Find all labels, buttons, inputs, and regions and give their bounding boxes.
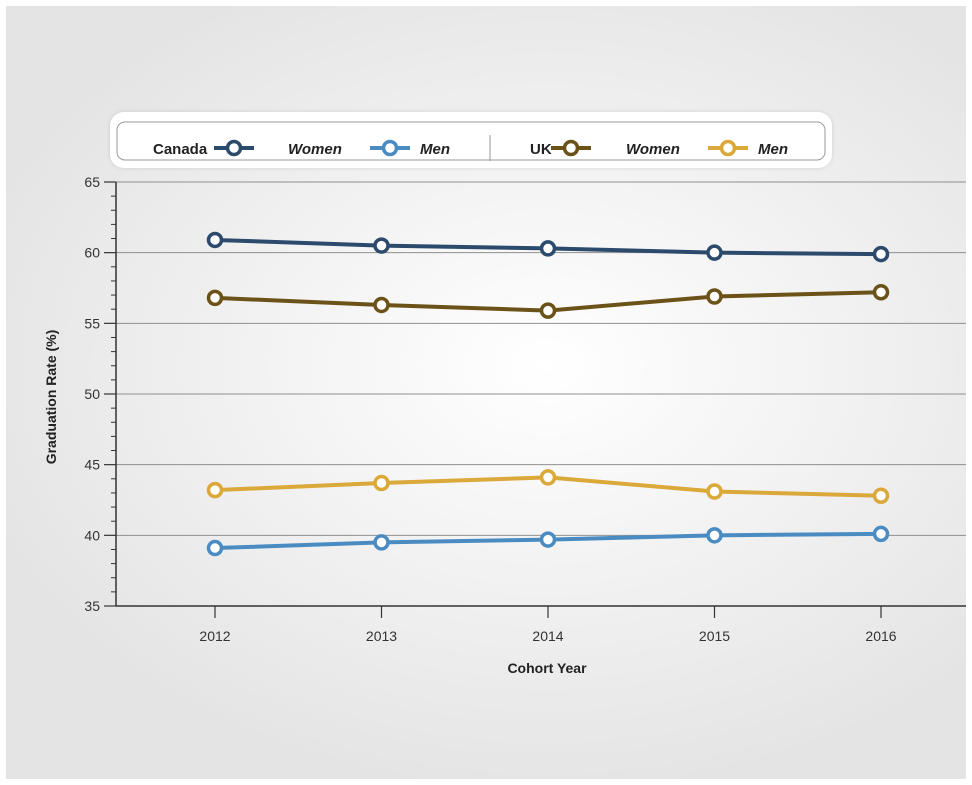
x-axis-ticks: 2012 2013 2014 2015 2016 — [199, 606, 897, 644]
data-point — [539, 240, 557, 257]
data-point — [872, 245, 890, 263]
gridlines — [116, 181, 966, 536]
data-point — [872, 283, 890, 301]
y-tick-label: 45 — [84, 457, 100, 473]
legend-series-label: Men — [758, 141, 788, 158]
legend-series-label: Men — [420, 141, 450, 158]
data-point — [206, 289, 224, 307]
legend-group-label: UK — [530, 141, 552, 158]
y-tick-label: 35 — [84, 598, 100, 614]
data-point — [373, 296, 390, 314]
legend-series-label: Women — [626, 141, 680, 158]
y-tick-label: 60 — [84, 245, 100, 261]
data-point — [539, 531, 557, 548]
data-point — [373, 474, 390, 492]
y-axis-title: Graduation Rate (%) — [43, 330, 59, 465]
legend-swatch-marker — [381, 139, 399, 157]
y-tick-label: 50 — [84, 386, 100, 402]
x-tick-label: 2012 — [199, 628, 230, 644]
legend-items: Canada Women Men UK Women Men — [153, 135, 788, 161]
data-point — [706, 483, 723, 500]
y-axis-ticks: 35 40 45 50 55 60 65 — [84, 174, 116, 614]
series-uk-men — [206, 469, 890, 505]
x-tick-label: 2016 — [865, 628, 896, 644]
data-point — [373, 237, 390, 254]
data-point — [206, 481, 224, 499]
y-tick-label: 65 — [84, 174, 100, 190]
data-point — [706, 288, 723, 305]
series-lines — [206, 231, 890, 557]
series-canada-men — [206, 525, 890, 557]
chart-card: Canada Women Men UK Women Men 35 40 45 50 55 60 65 … — [6, 6, 966, 779]
data-point — [539, 302, 557, 319]
y-tick-label: 40 — [84, 527, 100, 543]
series-uk-women — [206, 283, 890, 319]
y-tick-label: 55 — [84, 315, 100, 331]
legend-swatch-marker — [562, 139, 580, 157]
legend: Canada Women Men UK Women Men — [110, 112, 832, 168]
legend-group-label: Canada — [153, 141, 208, 158]
legend-inner-box — [116, 121, 826, 161]
data-point — [373, 534, 390, 551]
x-tick-label: 2013 — [366, 628, 397, 644]
data-point — [872, 487, 890, 505]
data-point — [872, 525, 890, 543]
legend-swatch-marker — [719, 139, 737, 157]
data-point — [539, 469, 557, 486]
x-axis-title: Cohort Year — [507, 660, 587, 676]
data-point — [706, 527, 723, 544]
legend-series-label: Women — [288, 141, 342, 158]
data-point — [706, 244, 723, 261]
legend-swatch-marker — [225, 139, 243, 157]
x-tick-label: 2014 — [532, 628, 563, 644]
x-tick-label: 2015 — [699, 628, 730, 644]
series-canada-women — [206, 231, 890, 263]
data-point — [206, 231, 224, 249]
data-point — [206, 539, 224, 557]
line-chart: Canada Women Men UK Women Men 35404550556065 … — [43, 112, 966, 676]
